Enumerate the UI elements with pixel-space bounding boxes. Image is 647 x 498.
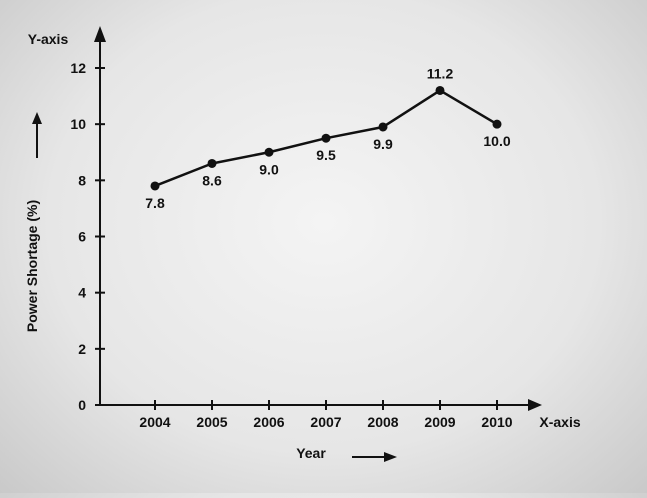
x-tick-label: 2005	[196, 414, 227, 430]
data-label: 9.0	[259, 161, 279, 177]
y-axis-arrowhead	[94, 26, 106, 42]
data-label: 11.2	[427, 65, 454, 81]
data-point	[321, 133, 331, 143]
data-label: 8.6	[202, 172, 222, 188]
y-ticks-group: 0 2 4 6 8 10 12	[70, 60, 105, 413]
x-axis-name: X-axis	[539, 414, 580, 430]
y-tick-label: 0	[78, 397, 86, 413]
x-tick-label: 2007	[310, 414, 341, 430]
y-tick-label: 12	[70, 60, 86, 76]
y-axis-label: Power Shortage (%)	[24, 200, 40, 332]
x-tick-label: 2009	[424, 414, 455, 430]
data-label: 9.5	[316, 147, 336, 163]
data-point	[378, 122, 388, 132]
data-point	[207, 158, 217, 168]
data-point	[492, 119, 502, 129]
y-tick-label: 4	[78, 285, 86, 301]
x-axis-label: Year	[296, 445, 326, 461]
data-point	[435, 85, 445, 95]
x-tick-label: 2008	[367, 414, 398, 430]
x-tick-label: 2010	[481, 414, 512, 430]
y-tick-label: 8	[78, 172, 86, 188]
y-tick-label: 10	[70, 116, 86, 132]
x-tick-label: 2006	[253, 414, 284, 430]
x-label-arrowhead	[384, 452, 397, 462]
y-label-arrowhead	[32, 112, 42, 124]
data-label: 10.0	[483, 133, 510, 149]
y-axis-name: Y-axis	[28, 31, 69, 47]
y-tick-label: 2	[78, 341, 86, 357]
y-tick-label: 6	[78, 229, 86, 245]
x-ticks-group: 2004 2005 2006 2007 2008 2009 2010	[139, 400, 513, 430]
series-group: 7.8 8.6 9.0 9.5 9.9 11.2 10.0	[145, 65, 511, 210]
x-axis-arrowhead	[528, 399, 542, 411]
x-tick-label: 2004	[139, 414, 170, 430]
data-point	[264, 147, 274, 157]
data-point	[150, 181, 160, 191]
data-label: 7.8	[145, 195, 165, 211]
data-label: 9.9	[373, 136, 393, 152]
